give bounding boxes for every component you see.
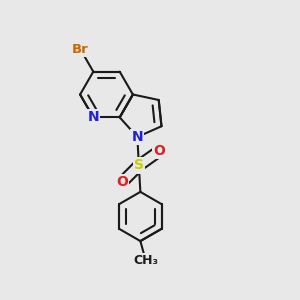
Text: N: N: [132, 130, 143, 144]
Text: N: N: [88, 110, 99, 124]
Text: S: S: [134, 158, 144, 172]
Text: O: O: [153, 144, 165, 158]
Text: O: O: [116, 175, 128, 189]
Text: Br: Br: [72, 43, 89, 56]
Text: CH₃: CH₃: [133, 254, 158, 267]
